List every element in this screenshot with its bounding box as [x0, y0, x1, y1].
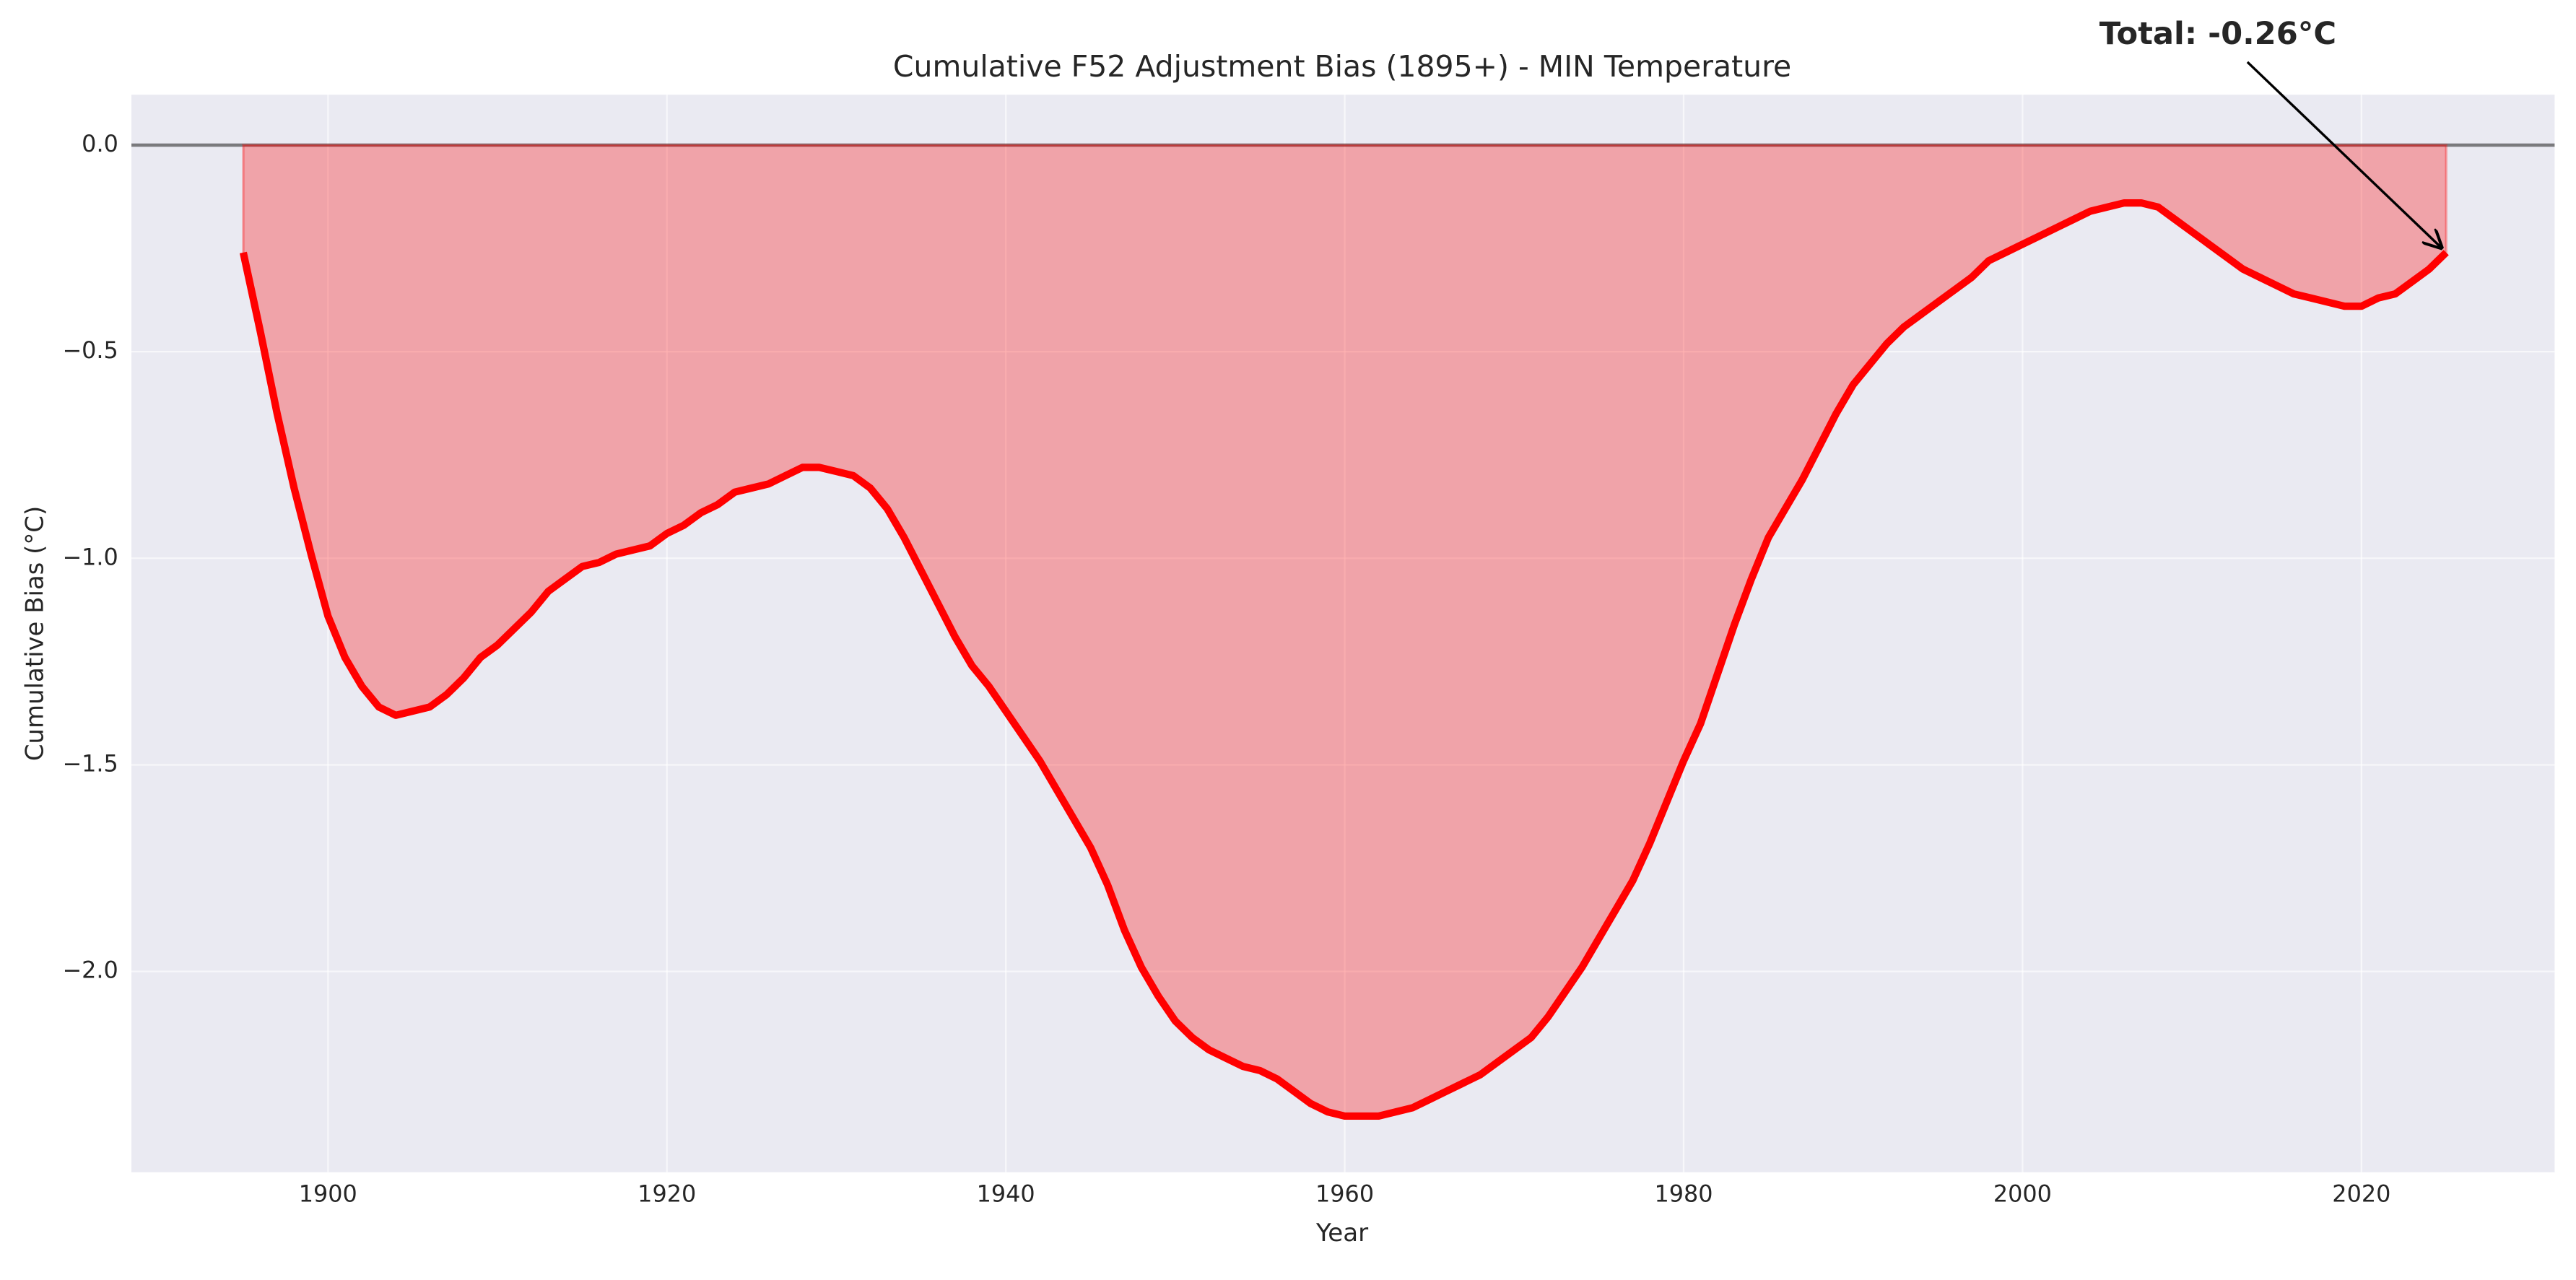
x-tick-label: 2000	[1993, 1181, 2052, 1207]
y-tick-label: −1.0	[62, 544, 118, 570]
chart-title: Cumulative F52 Adjustment Bias (1895+) -…	[893, 49, 1791, 84]
annotation-arrow	[2246, 61, 2441, 248]
y-axis-label: Cumulative Bias (°C)	[20, 506, 49, 761]
y-tick-label: −2.0	[62, 958, 118, 984]
x-tick-label: 1940	[977, 1181, 1035, 1207]
x-axis-label: Year	[1315, 1219, 1368, 1248]
y-tick-label: 0.0	[82, 131, 118, 157]
x-tick-label: 1980	[1654, 1181, 1713, 1207]
line	[239, 199, 2449, 1120]
plot-area	[131, 95, 2555, 1172]
x-tick-label: 1920	[638, 1181, 696, 1207]
x-tick-label: 1960	[1315, 1181, 1374, 1207]
y-tick-label: −0.5	[62, 338, 118, 364]
x-tick-label: 1900	[299, 1181, 357, 1207]
annotation: Total: -0.26°C	[2099, 16, 2336, 52]
y-tick-label: −1.5	[62, 752, 118, 778]
x-tick-label: 2020	[2332, 1181, 2390, 1207]
